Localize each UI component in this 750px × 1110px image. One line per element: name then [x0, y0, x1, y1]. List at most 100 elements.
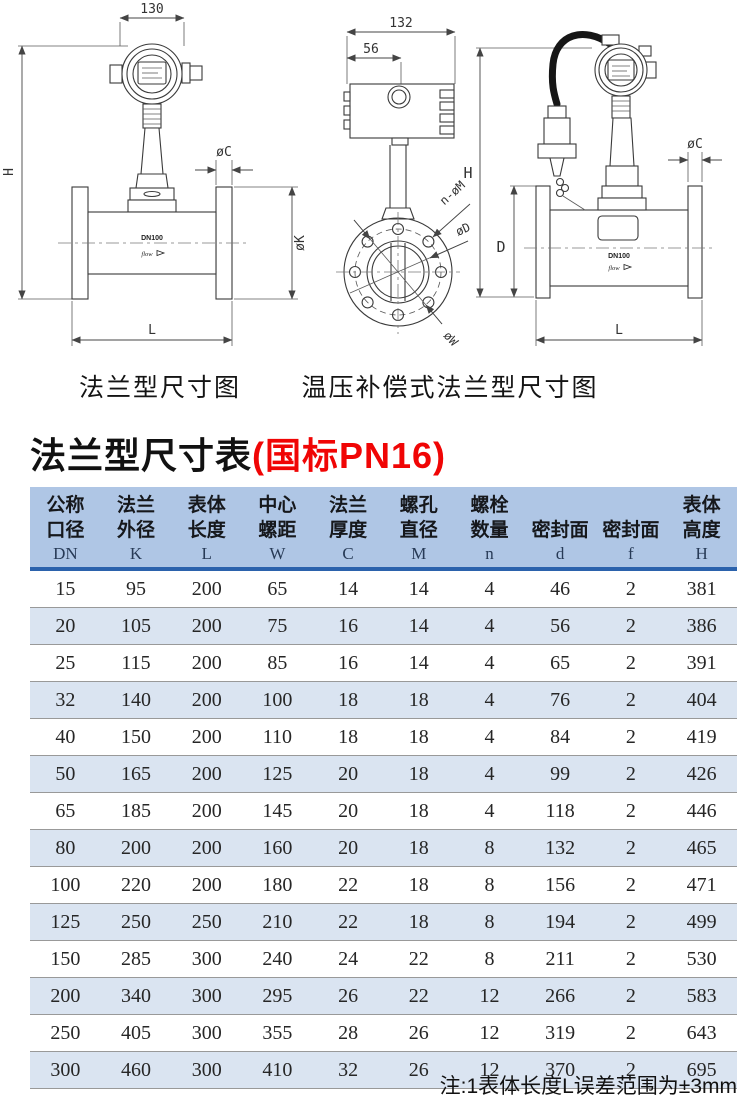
table-cell: 2	[595, 792, 667, 830]
table-cell: 18	[383, 718, 455, 756]
table-row-dn-125: 125 250 250 210 22 18 8 194 2 499	[30, 903, 737, 941]
table-cell: 319	[524, 1014, 596, 1052]
table-cell: 14	[312, 569, 384, 608]
table-cell: 295	[242, 977, 313, 1015]
table-cell: 95	[100, 569, 172, 608]
header-symbol: DN	[53, 544, 78, 563]
table-cell: 4	[454, 681, 525, 719]
table-cell: 56	[524, 607, 596, 645]
table-cell: 24	[312, 940, 384, 978]
table-title: 法兰型尺寸表(国标PN16)	[30, 427, 446, 479]
table-cell: 340	[100, 977, 172, 1015]
header-cn-line2: 外径	[117, 520, 156, 541]
header-cn-line2: 长度	[187, 520, 226, 541]
column-header-K: 法兰 外径 K	[100, 487, 172, 571]
column-header-DN: 公称口径 DN	[30, 487, 101, 571]
table-cell: 2	[595, 940, 667, 978]
header-cn-line2: 直径	[399, 520, 438, 541]
table-cell: 150	[100, 718, 172, 756]
column-header-W: 中心 螺距 W	[242, 487, 313, 571]
table-cell: 20	[312, 829, 384, 867]
table-cell: 530	[666, 940, 737, 978]
table-cell: 156	[524, 866, 596, 904]
table-cell: 18	[383, 903, 455, 941]
table-cell: 381	[666, 569, 737, 608]
table-header-row: 公称 口径 DN 法兰 外径 K 表体 长度 L 中心 螺距 W 法兰 厚度 C 螺孔 直径 M 螺栓 数量 n 密封面 d…	[30, 487, 737, 571]
table-cell: 160	[242, 829, 313, 867]
table-cell: 65	[242, 569, 313, 608]
table-cell: 200	[171, 569, 243, 608]
table-cell: 16	[312, 644, 384, 682]
table-cell: 2	[595, 718, 667, 756]
flow-label: flow	[141, 251, 153, 258]
dimension-table: 公称 口径 DN 法兰 外径 K 表体 长度 L 中心 螺距 W 法兰 厚度 C 螺孔 直径 M 螺栓 数量 n 密封面 d…	[30, 487, 737, 1089]
table-cell: 180	[242, 866, 313, 904]
table-cell: 28	[312, 1014, 384, 1052]
table-cell: 65	[524, 644, 596, 682]
table-cell: 8	[454, 903, 525, 941]
table-cell: 46	[524, 569, 596, 608]
table-row-dn-32: 32 140 200 100 18 18 4 76 2 404	[30, 681, 737, 719]
table-cell: 200	[171, 607, 243, 645]
table-cell: 115	[100, 644, 172, 682]
table-title-text: 法兰型尺寸表	[30, 435, 253, 476]
table-cell: 18	[312, 681, 384, 719]
table-row-dn-20: 20 105 200 75 16 14 4 56 2 386	[30, 607, 737, 645]
table-cell: 15	[30, 569, 101, 608]
table-cell: 4	[454, 792, 525, 830]
column-header-L: 表体 长度 L	[171, 487, 243, 571]
table-cell: 300	[171, 977, 243, 1015]
table-cell: 194	[524, 903, 596, 941]
table-cell: 165	[100, 755, 172, 793]
table-cell: 18	[383, 829, 455, 867]
table-cell: 386	[666, 607, 737, 645]
table-cell: 2	[595, 829, 667, 867]
table-cell: 300	[171, 940, 243, 978]
table-cell: 150	[30, 940, 101, 978]
table-cell: 14	[383, 569, 455, 608]
dim-label-l: L	[148, 323, 156, 338]
table-cell: 2	[595, 607, 667, 645]
table-cell: 16	[312, 607, 384, 645]
flow-label-2: flow	[608, 265, 620, 272]
table-cell: 118	[524, 792, 596, 830]
table-cell: 471	[666, 866, 737, 904]
header-cn-line1	[596, 493, 667, 518]
header-cn-line2: 数量	[470, 520, 509, 541]
dim-label-od: øD	[454, 220, 473, 239]
header-symbol: K	[129, 544, 143, 563]
flow-arrow-icon	[623, 263, 633, 271]
table-cell: 643	[666, 1014, 737, 1052]
table-cell: 18	[383, 681, 455, 719]
table-cell: 40	[30, 718, 101, 756]
table-cell: 220	[100, 866, 172, 904]
table-cell: 2	[595, 866, 667, 904]
dim-label-oc: øC	[216, 145, 232, 160]
table-note: 注:1表体长度L误差范围为±3mm	[439, 1075, 737, 1098]
dim-label-l2: L	[615, 323, 623, 338]
dim-label-oc2: øC	[687, 137, 703, 152]
header-cn-line1: 螺孔	[399, 495, 438, 516]
table-cell: 200	[171, 866, 243, 904]
table-cell: 22	[383, 940, 455, 978]
table-cell: 300	[171, 1014, 243, 1052]
table-cell: 250	[30, 1014, 101, 1052]
table-row-dn-25: 25 115 200 85 16 14 4 65 2 391	[30, 644, 737, 682]
table-cell: 12	[454, 1014, 525, 1052]
table-cell: 50	[30, 755, 101, 793]
table-cell: 583	[666, 977, 737, 1015]
table-cell: 22	[312, 903, 384, 941]
table-cell: 76	[524, 681, 596, 719]
table-cell: 8	[454, 940, 525, 978]
table-cell: 460	[100, 1051, 172, 1089]
header-cn-line2: 口径	[46, 520, 85, 541]
table-cell: 4	[454, 607, 525, 645]
flow-arrow-icon	[156, 249, 166, 257]
table-cell: 405	[100, 1014, 172, 1052]
table-cell: 200	[171, 792, 243, 830]
table-cell: 499	[666, 903, 737, 941]
table-cell: 2	[595, 1014, 667, 1052]
table-cell: 370	[524, 1051, 596, 1089]
table-cell: 110	[242, 718, 313, 756]
header-cn-line1: 公称	[46, 495, 85, 516]
